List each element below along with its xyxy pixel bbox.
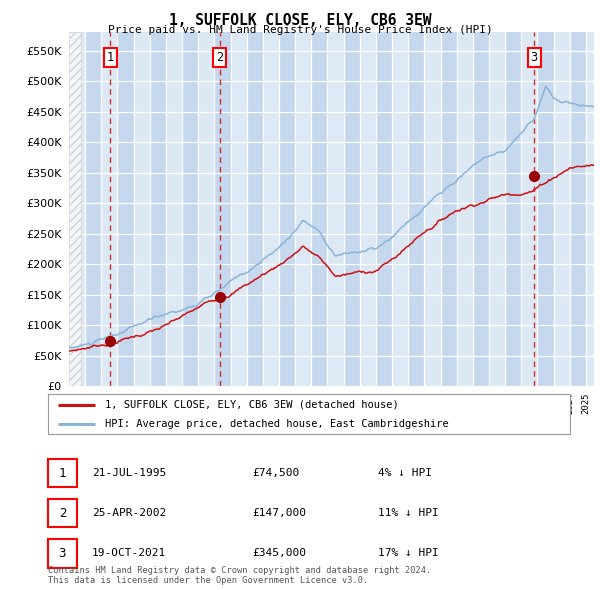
- Text: Contains HM Land Registry data © Crown copyright and database right 2024.
This d: Contains HM Land Registry data © Crown c…: [48, 566, 431, 585]
- Bar: [344, 32, 360, 386]
- Text: 11% ↓ HPI: 11% ↓ HPI: [378, 509, 439, 518]
- Text: 2: 2: [59, 507, 66, 520]
- Text: £147,000: £147,000: [252, 509, 306, 518]
- Text: 1, SUFFOLK CLOSE, ELY, CB6 3EW (detached house): 1, SUFFOLK CLOSE, ELY, CB6 3EW (detached…: [106, 400, 399, 410]
- Bar: [505, 32, 521, 386]
- Text: 3: 3: [59, 547, 66, 560]
- Text: 17% ↓ HPI: 17% ↓ HPI: [378, 549, 439, 558]
- Bar: [247, 32, 263, 386]
- Text: £345,000: £345,000: [252, 549, 306, 558]
- Text: 1: 1: [107, 51, 114, 64]
- Text: 25-APR-2002: 25-APR-2002: [92, 509, 166, 518]
- Bar: [279, 32, 295, 386]
- Text: 2: 2: [216, 51, 223, 64]
- Text: Price paid vs. HM Land Registry's House Price Index (HPI): Price paid vs. HM Land Registry's House …: [107, 25, 493, 35]
- Bar: [69, 32, 81, 386]
- Bar: [473, 32, 489, 386]
- Text: HPI: Average price, detached house, East Cambridgeshire: HPI: Average price, detached house, East…: [106, 419, 449, 428]
- Bar: [570, 32, 586, 386]
- Bar: [182, 32, 198, 386]
- Bar: [118, 32, 134, 386]
- Bar: [440, 32, 457, 386]
- Text: 21-JUL-1995: 21-JUL-1995: [92, 468, 166, 478]
- Text: 4% ↓ HPI: 4% ↓ HPI: [378, 468, 432, 478]
- Text: £74,500: £74,500: [252, 468, 299, 478]
- Bar: [311, 32, 328, 386]
- Bar: [214, 32, 230, 386]
- Bar: [85, 32, 101, 386]
- Bar: [150, 32, 166, 386]
- Text: 3: 3: [530, 51, 538, 64]
- Bar: [408, 32, 424, 386]
- Bar: [376, 32, 392, 386]
- Bar: [538, 32, 554, 386]
- Text: 19-OCT-2021: 19-OCT-2021: [92, 549, 166, 558]
- Text: 1, SUFFOLK CLOSE, ELY, CB6 3EW: 1, SUFFOLK CLOSE, ELY, CB6 3EW: [169, 13, 431, 28]
- Text: 1: 1: [59, 467, 66, 480]
